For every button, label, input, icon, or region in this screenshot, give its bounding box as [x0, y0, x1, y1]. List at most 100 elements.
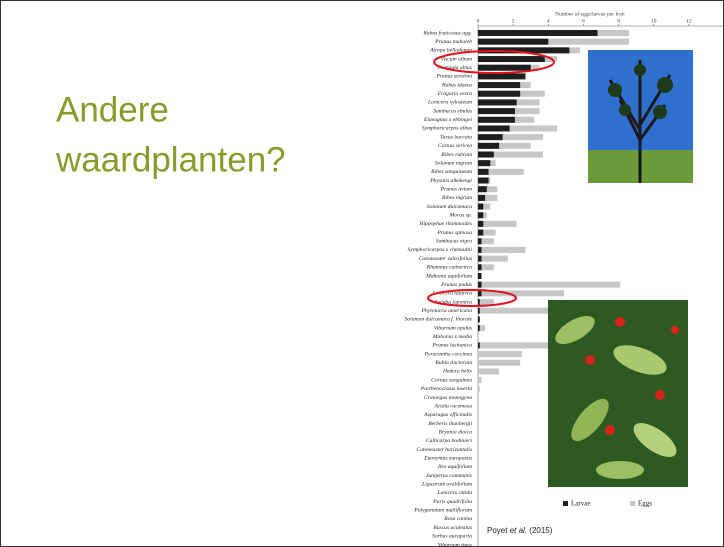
y-tick-label: Ribes sanguineum — [430, 169, 472, 175]
bar — [478, 90, 521, 97]
y-tick-label: Prunus padus — [440, 282, 472, 288]
bar — [478, 238, 482, 245]
bar — [478, 342, 480, 349]
y-tick-label: Cornus sanguinea — [431, 377, 472, 383]
y-tick-label: Prunus spinosa — [436, 230, 472, 236]
y-tick-label: Morus sp. — [449, 213, 472, 219]
bar — [478, 142, 500, 149]
y-tick-label: Ribes rubrum — [440, 152, 472, 158]
bar — [478, 325, 480, 332]
bar — [478, 64, 531, 71]
bar — [478, 142, 531, 149]
y-tick-label: Solanum nigrum — [435, 160, 472, 166]
y-tick-label: Ruscus aculeatus — [432, 525, 472, 531]
bar — [478, 229, 496, 236]
y-tick-label: Cornus sericea — [438, 143, 472, 149]
bar — [478, 246, 526, 253]
slide-title-line: Andere — [56, 90, 169, 129]
citation-year: (2015) — [529, 526, 552, 535]
legend-label: Eggs — [638, 500, 652, 508]
y-tick-label: Rhamnus cathartica — [426, 265, 472, 271]
y-tick-label: Juniperus communis — [426, 473, 472, 479]
chart: Number of eggs/larvae per fruit 0 2 4 6 8 10 12… — [405, 10, 724, 547]
y-tick-label: Pyracantha coccinea — [424, 351, 473, 357]
bar — [478, 246, 482, 253]
y-tick-label: Cotoneaster horizontalis — [417, 447, 472, 453]
y-tick-label: Rubia tinctorum — [434, 360, 472, 366]
bar — [478, 351, 522, 358]
bar — [478, 30, 598, 36]
bar — [478, 377, 482, 384]
bar — [478, 99, 517, 106]
y-tick-label: Prunus lusitanica — [431, 343, 472, 349]
y-tick-label: Lonicera nitida — [436, 490, 472, 496]
y-tick-label: Viburnum tinus — [438, 542, 472, 547]
bar — [478, 160, 491, 167]
bar — [478, 264, 494, 271]
bar — [478, 186, 498, 193]
x-tick-label: 12 — [686, 18, 692, 24]
y-tick-label: Taxus baccata — [440, 134, 472, 140]
bar — [478, 290, 482, 297]
y-tick-label: Aucuba japonica — [433, 299, 472, 305]
bar — [478, 56, 545, 63]
bar — [478, 307, 480, 314]
y-tick-label: Aralia racemosa — [434, 403, 473, 409]
bar — [478, 82, 521, 89]
bar — [478, 177, 489, 184]
bar — [478, 116, 515, 123]
highlight-ellipse — [433, 50, 555, 74]
y-tick-label: Berberis thunbergii — [428, 421, 472, 427]
bar — [478, 299, 494, 306]
y-tick-label: Asparagus officinalis — [423, 411, 472, 418]
x-tick-label: 2 — [512, 18, 515, 24]
bar — [478, 134, 503, 141]
y-tick-label: Hedera helix — [442, 369, 473, 375]
bar — [478, 186, 487, 193]
highlight-ellipse — [427, 289, 517, 307]
x-tick-label: 10 — [651, 18, 657, 24]
citation-author: Poyet — [487, 526, 508, 535]
bar — [478, 238, 494, 245]
y-tick-label: Parthenocissus inserta — [420, 386, 472, 392]
bar — [478, 38, 630, 45]
y-tick-label: Lonicera tatarica — [432, 291, 473, 297]
bar — [478, 194, 498, 201]
x-axis-title: Number of eggs/larvae per fruit — [555, 10, 625, 17]
bar — [478, 229, 484, 236]
bar — [478, 47, 570, 54]
x-tick-label: 4 — [547, 18, 550, 24]
bar — [478, 359, 521, 366]
slide-title-line: waardplanten? — [55, 140, 286, 179]
y-tick-label: Ilex aquifolium — [437, 463, 472, 470]
y-tick-label: Prunus serotina — [435, 74, 472, 80]
legend-swatch — [563, 501, 568, 506]
bar — [478, 134, 544, 141]
bar — [478, 125, 510, 132]
y-tick-label: Solanum dulcamara f. litorale — [405, 316, 473, 323]
y-tick-label: Physalis alkekengi — [429, 178, 472, 184]
y-tick-label: Polygonatum multiflorum — [413, 507, 472, 514]
bar — [478, 212, 484, 219]
y-tick-label: Rubus fruticosus agg. — [422, 29, 472, 36]
y-tick-label: Paris quadrifolia — [432, 498, 472, 505]
y-tick-label: Ligustrum ovalifolium — [421, 481, 472, 488]
bar — [478, 299, 480, 306]
bar — [478, 38, 549, 45]
y-tick-label: Rosa canina — [443, 516, 472, 522]
y-tick-label: Sorbus aucuparia — [432, 534, 472, 540]
bar — [478, 203, 484, 210]
y-tick-label: Rubus idaeus — [441, 82, 472, 88]
y-tick-label: Sambucus nigra — [436, 239, 472, 245]
bar — [478, 325, 486, 332]
bar — [478, 342, 566, 349]
bar — [478, 385, 480, 392]
x-tick-label: 0 — [477, 18, 480, 24]
y-tick-label: Cotoneaster salicifolius — [419, 255, 472, 262]
y-tick-label: Viburnum opulus — [434, 325, 472, 331]
y-tick-label: Mahonia aquifolium — [425, 272, 472, 279]
legend-label: Larvae — [571, 500, 590, 508]
y-tick-label: Prunus avium — [440, 186, 472, 192]
y-tick-label: Solanum dulcamara — [427, 204, 472, 210]
